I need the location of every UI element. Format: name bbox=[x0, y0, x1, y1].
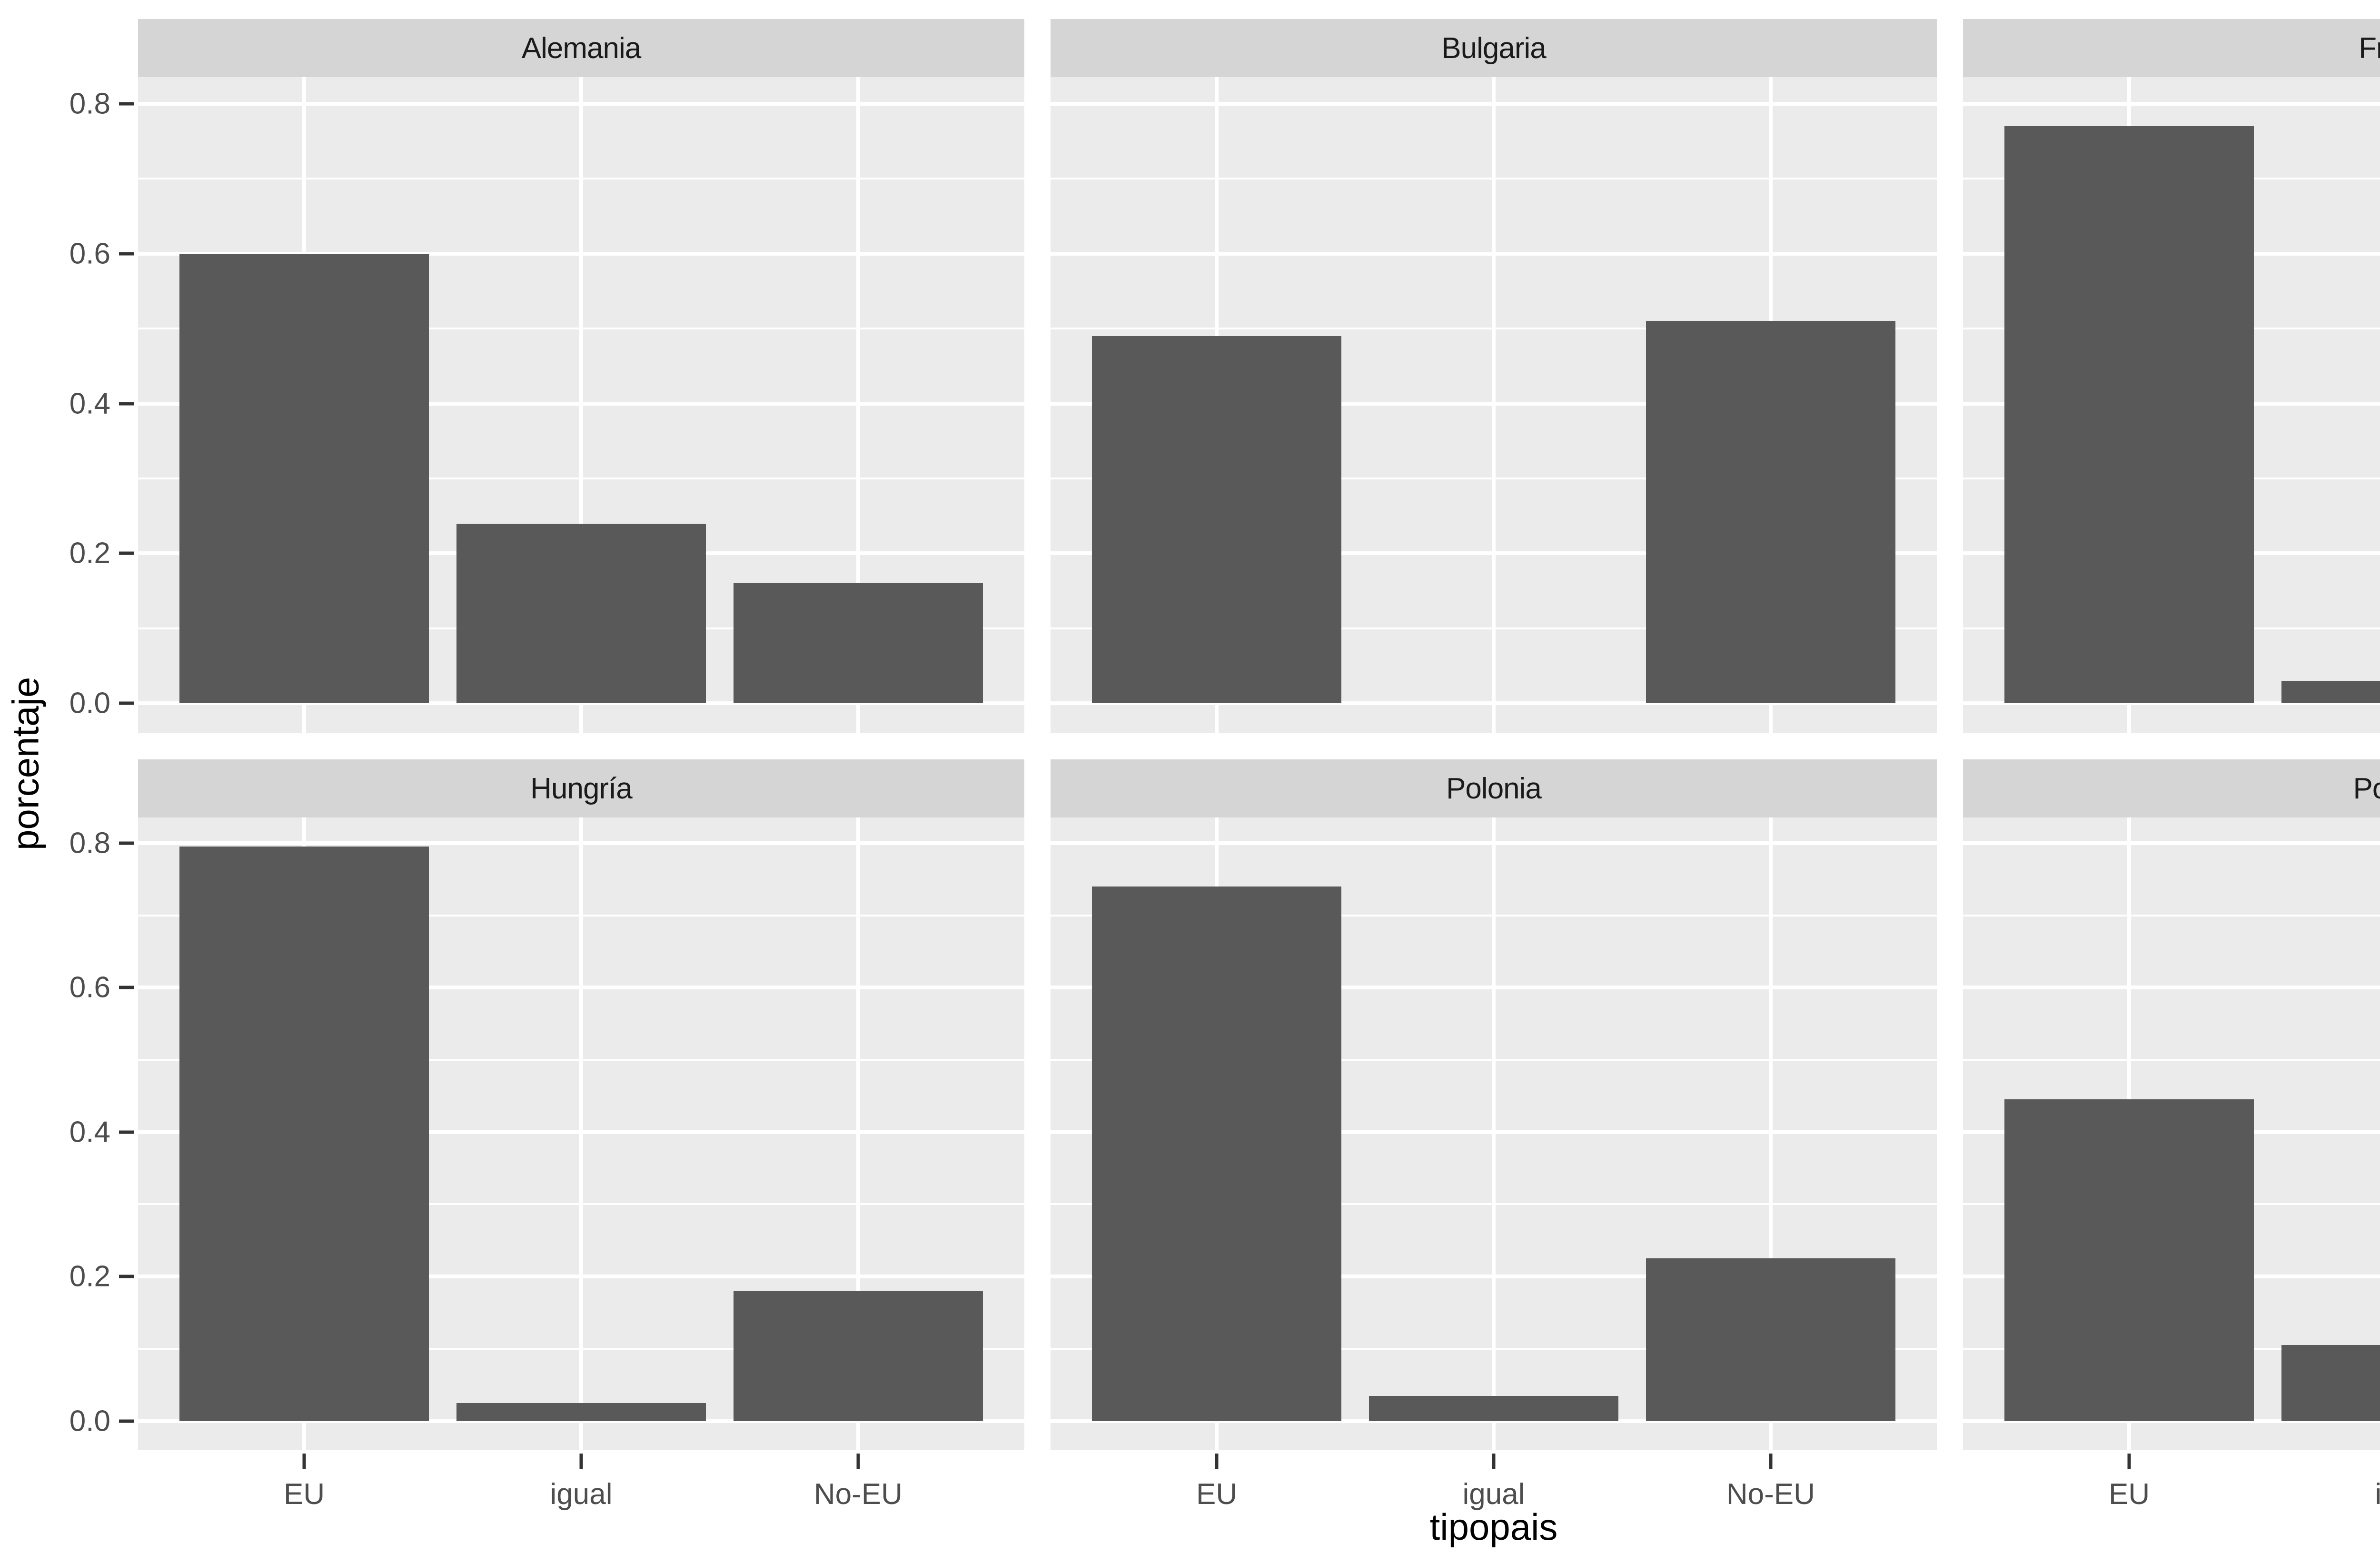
facet-bulgaria: Bulgaria bbox=[1051, 19, 1937, 733]
bar-bulgaria-eu bbox=[1092, 336, 1341, 704]
facet-polonia: Polonia EU igual No-EU bbox=[1051, 759, 1937, 1511]
bar-portugal-eu bbox=[2004, 1099, 2254, 1421]
bar-alemania-eu bbox=[179, 253, 429, 704]
y-tick-0.8 bbox=[119, 102, 134, 106]
gridline-major-0.0 bbox=[1963, 1419, 2380, 1423]
y-tick-0.2 bbox=[119, 551, 134, 555]
facet-panel bbox=[1963, 77, 2380, 733]
facet-strip-label: Bulgaria bbox=[1441, 31, 1546, 65]
gridline-vertical-no-eu bbox=[856, 77, 860, 733]
y-tick-label-0.6: 0.6 bbox=[69, 971, 110, 1004]
facet-strip-label: Francia bbox=[2359, 31, 2380, 65]
gridline-major-0.0 bbox=[1963, 701, 2380, 706]
x-tick-label-igual: igual bbox=[1462, 1478, 1525, 1511]
facet-hungria: Hungría 0.0 0.2 0.4 0.6 0.8 EU igual No-EU bbox=[69, 759, 1024, 1511]
facet-strip: Bulgaria bbox=[1051, 19, 1937, 77]
facet-grid: Alemania 0.0 0.2 0.4 0.6 0.8 Bulgaria Francia Hu… bbox=[69, 19, 2380, 1511]
x-tick-label-eu: EU bbox=[284, 1478, 325, 1511]
gridline-minor-0.7 bbox=[1963, 914, 2380, 916]
bar-francia-igual bbox=[2281, 681, 2380, 704]
y-tick-0.4 bbox=[119, 1130, 134, 1134]
facet-panel: 0.0 0.2 0.4 0.6 0.8 EU igual No-EU bbox=[69, 817, 1024, 1511]
x-axis-title: tipopais bbox=[1429, 1505, 1558, 1548]
facet-strip-label: Hungría bbox=[530, 772, 633, 805]
x-tick-eu bbox=[1215, 1454, 1219, 1469]
facet-alemania: Alemania 0.0 0.2 0.4 0.6 0.8 bbox=[69, 19, 1024, 733]
gridline-major-0.8 bbox=[1963, 101, 2380, 106]
x-tick-eu bbox=[2127, 1454, 2131, 1469]
gridline-vertical-igual bbox=[579, 77, 583, 733]
facet-strip-label: Polonia bbox=[1446, 772, 1542, 805]
bar-polonia-eu bbox=[1092, 886, 1341, 1421]
x-tick-label-no-eu: No-EU bbox=[1726, 1478, 1815, 1511]
facet-strip-label: Portugal bbox=[2353, 772, 2380, 805]
gridline-vertical-no-eu bbox=[1768, 817, 1773, 1450]
x-tick-no-eu bbox=[856, 1454, 860, 1469]
facet-panel bbox=[1051, 77, 1937, 733]
gridline-vertical-igual bbox=[1492, 77, 1496, 733]
x-tick-igual bbox=[1492, 1454, 1496, 1469]
facet-strip: Polonia bbox=[1051, 759, 1937, 817]
x-tick-igual bbox=[579, 1454, 583, 1469]
x-tick-label-eu: EU bbox=[1196, 1478, 1238, 1511]
facet-portugal: PortugalEUigualNo-EU bbox=[1963, 759, 2380, 1511]
facet-strip: Hungría bbox=[138, 759, 1024, 817]
gridline-major-0.6 bbox=[1963, 986, 2380, 990]
facet-strip: Alemania bbox=[138, 19, 1024, 77]
facet-strip-label: Alemania bbox=[521, 31, 641, 65]
y-tick-label-0.8: 0.8 bbox=[69, 87, 110, 120]
facet-strip: Francia bbox=[1963, 19, 2380, 77]
bar-francia-eu bbox=[2004, 126, 2254, 704]
facet-francia: Francia bbox=[1963, 19, 2380, 733]
bar-bulgaria-no-eu bbox=[1646, 321, 1895, 704]
bar-alemania-igual bbox=[456, 523, 706, 704]
x-tick-label-igual: igual bbox=[2375, 1478, 2380, 1511]
y-axis-title: porcentaje bbox=[4, 677, 47, 850]
y-tick-0.4 bbox=[119, 402, 134, 406]
bar-hungria-eu bbox=[179, 847, 429, 1421]
y-tick-0.6 bbox=[119, 986, 134, 989]
gridline-vertical-igual bbox=[1492, 817, 1496, 1450]
y-tick-label-0.2: 0.2 bbox=[69, 1260, 110, 1293]
bar-polonia-no-eu bbox=[1646, 1258, 1895, 1421]
facet-panel: EU igual No-EU bbox=[1051, 817, 1937, 1511]
x-tick-label-eu: EU bbox=[2109, 1478, 2150, 1511]
x-tick-label-igual: igual bbox=[550, 1478, 613, 1511]
gridline-vertical-igual bbox=[579, 817, 583, 1450]
y-tick-label-0.4: 0.4 bbox=[69, 1116, 110, 1149]
y-tick-label-0.0: 0.0 bbox=[69, 687, 110, 720]
y-tick-label-0.0: 0.0 bbox=[69, 1405, 110, 1438]
bar-alemania-no-eu bbox=[734, 583, 983, 704]
x-tick-no-eu bbox=[1769, 1454, 1773, 1469]
y-tick-0.8 bbox=[119, 841, 134, 845]
gridline-major-0.8 bbox=[1963, 841, 2380, 845]
bar-polonia-igual bbox=[1369, 1395, 1618, 1421]
bar-hungria-igual bbox=[456, 1403, 706, 1421]
gridline-minor-0.5 bbox=[1963, 1059, 2380, 1061]
bar-hungria-no-eu bbox=[734, 1291, 983, 1421]
y-tick-label-0.6: 0.6 bbox=[69, 237, 110, 270]
y-tick-0.0 bbox=[119, 1419, 134, 1423]
gridline-vertical-no-eu bbox=[856, 817, 860, 1450]
facet-strip: Portugal bbox=[1963, 759, 2380, 817]
bar-portugal-igual bbox=[2281, 1345, 2380, 1421]
y-tick-label-0.8: 0.8 bbox=[69, 827, 110, 860]
y-tick-0.6 bbox=[119, 252, 134, 256]
x-tick-eu bbox=[302, 1454, 306, 1469]
y-tick-0.0 bbox=[119, 701, 134, 705]
x-tick-label-no-eu: No-EU bbox=[813, 1478, 902, 1511]
y-tick-label-0.2: 0.2 bbox=[69, 537, 110, 570]
facet-panel: 0.0 0.2 0.4 0.6 0.8 bbox=[69, 77, 1024, 733]
y-tick-0.2 bbox=[119, 1275, 134, 1278]
y-tick-label-0.4: 0.4 bbox=[69, 387, 110, 420]
